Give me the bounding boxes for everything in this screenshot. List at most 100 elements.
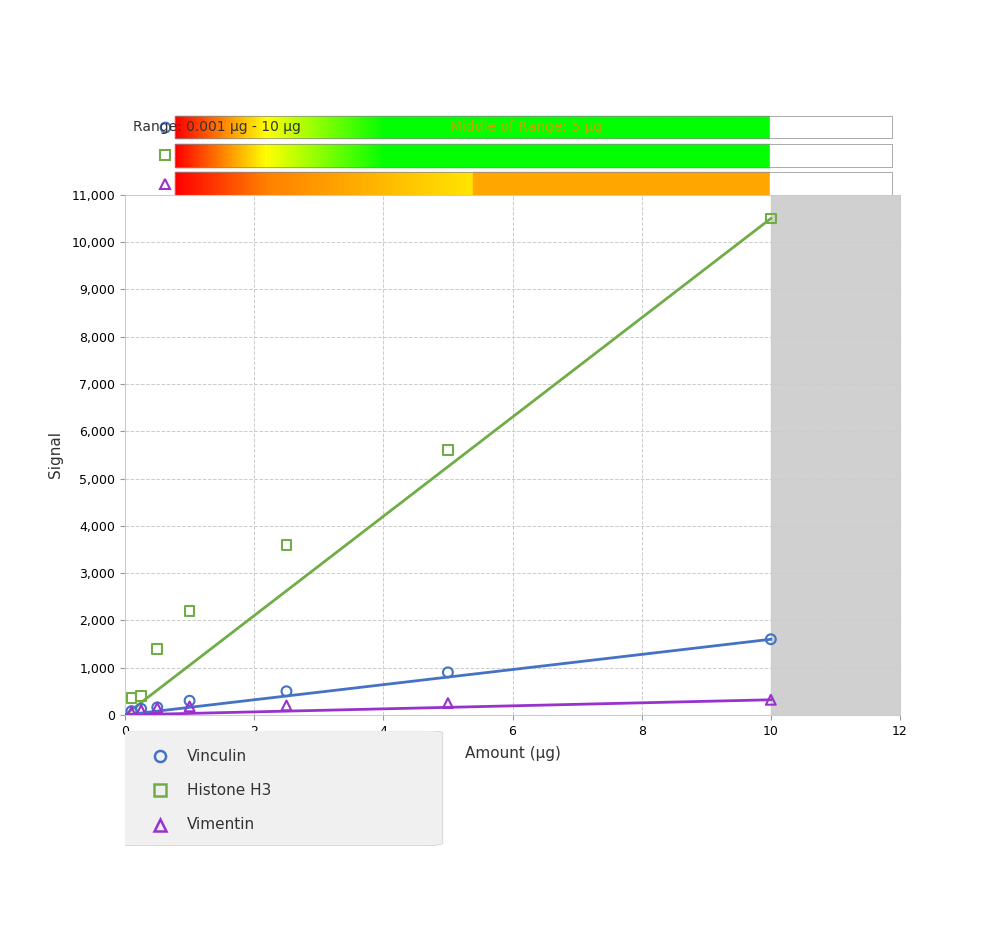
Bar — [497, 116, 500, 139]
Bar — [324, 116, 327, 139]
Bar — [687, 143, 690, 166]
Bar — [262, 143, 265, 166]
Bar — [363, 116, 366, 139]
Bar — [467, 143, 470, 166]
Bar — [369, 116, 372, 139]
Bar — [330, 143, 333, 166]
Bar — [181, 116, 184, 139]
Bar — [294, 143, 297, 166]
Bar — [550, 116, 553, 139]
Point — [123, 691, 139, 706]
Bar — [190, 116, 193, 139]
Bar — [291, 143, 294, 166]
Bar — [366, 116, 369, 139]
Bar — [482, 143, 485, 166]
Bar — [387, 172, 390, 195]
Bar — [399, 172, 401, 195]
Bar — [327, 172, 330, 195]
Bar — [297, 143, 300, 166]
Bar — [440, 172, 443, 195]
Bar — [244, 116, 247, 139]
Bar — [488, 116, 491, 139]
Bar — [583, 172, 586, 195]
Bar — [425, 116, 428, 139]
Bar — [535, 143, 538, 166]
Bar — [523, 143, 526, 166]
Bar — [274, 172, 277, 195]
Bar — [223, 172, 226, 195]
Bar — [229, 143, 232, 166]
Bar — [324, 172, 327, 195]
Bar — [431, 143, 434, 166]
Bar — [619, 116, 622, 139]
Point — [182, 694, 198, 709]
Bar — [226, 143, 229, 166]
Bar — [342, 172, 345, 195]
Bar — [568, 116, 571, 139]
Bar — [226, 172, 229, 195]
Bar — [518, 116, 520, 139]
Bar — [461, 172, 464, 195]
Bar — [175, 143, 178, 166]
Bar — [404, 116, 407, 139]
Bar — [479, 172, 482, 195]
Bar — [360, 116, 363, 139]
Bar — [253, 116, 256, 139]
Bar — [648, 116, 651, 139]
Bar — [455, 172, 458, 195]
Bar — [181, 172, 184, 195]
Bar — [526, 143, 529, 166]
Bar — [467, 172, 470, 195]
Bar — [607, 172, 610, 195]
Bar — [369, 172, 372, 195]
Bar — [330, 172, 333, 195]
Bar — [202, 143, 205, 166]
Bar — [750, 116, 753, 139]
Bar — [625, 172, 628, 195]
Bar — [253, 172, 256, 195]
Bar — [360, 172, 363, 195]
Bar — [705, 172, 708, 195]
Bar — [381, 172, 384, 195]
Bar — [651, 116, 654, 139]
Bar — [187, 172, 190, 195]
Bar — [500, 172, 503, 195]
Bar — [637, 116, 639, 139]
Bar — [282, 116, 285, 139]
Bar — [285, 116, 288, 139]
Bar — [675, 172, 678, 195]
Bar — [342, 116, 345, 139]
Bar — [577, 143, 580, 166]
Bar — [494, 143, 497, 166]
Bar — [747, 143, 750, 166]
Bar — [235, 172, 238, 195]
Bar — [747, 116, 750, 139]
Bar — [610, 143, 613, 166]
Bar — [357, 143, 360, 166]
Bar — [178, 143, 181, 166]
Bar — [672, 172, 675, 195]
Bar — [559, 116, 562, 139]
Bar — [211, 143, 214, 166]
Bar — [175, 172, 892, 195]
Bar — [217, 116, 220, 139]
Bar — [592, 172, 595, 195]
Bar — [726, 116, 729, 139]
Bar — [449, 172, 452, 195]
Bar — [485, 143, 488, 166]
Bar — [619, 143, 622, 166]
Bar — [306, 143, 309, 166]
Bar — [699, 172, 702, 195]
Bar — [580, 116, 583, 139]
Bar — [556, 116, 559, 139]
Bar — [190, 143, 193, 166]
Bar — [345, 143, 348, 166]
Bar — [446, 116, 449, 139]
Bar — [669, 143, 672, 166]
Bar — [208, 116, 211, 139]
Bar — [741, 143, 744, 166]
Bar — [384, 143, 387, 166]
Point — [440, 665, 456, 680]
Bar — [256, 172, 259, 195]
Bar — [288, 172, 291, 195]
